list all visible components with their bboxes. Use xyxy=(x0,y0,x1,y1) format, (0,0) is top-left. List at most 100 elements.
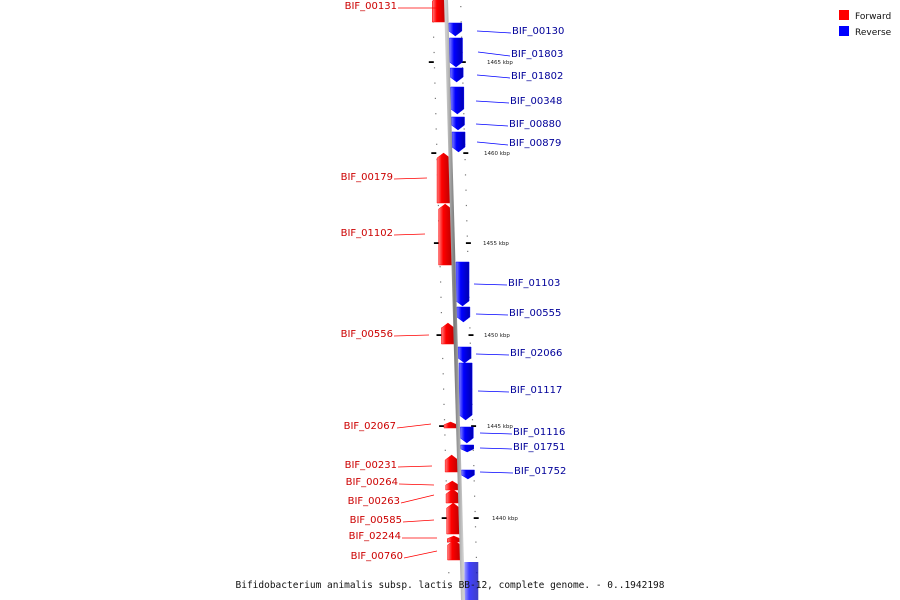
gene-label[interactable]: BIF_01116 xyxy=(513,427,565,438)
gene-bif-01752[interactable] xyxy=(461,469,475,480)
gene-label[interactable]: BIF_00556 xyxy=(341,329,393,340)
gene-bif-01751[interactable] xyxy=(460,444,474,453)
gene-bif-02244[interactable] xyxy=(447,535,461,543)
tick-dot-left xyxy=(444,449,446,451)
gene-label[interactable]: BIF_01103 xyxy=(508,278,560,289)
tick-dot-right xyxy=(461,36,463,38)
gene-label-leader xyxy=(476,141,509,146)
gene-bif-00585[interactable] xyxy=(446,502,460,535)
tick-dot-right xyxy=(475,541,477,543)
gene-bif-00231[interactable] xyxy=(444,454,459,473)
gene-bif-01103[interactable] xyxy=(455,261,470,307)
gene-label-leader xyxy=(476,74,511,79)
gene-label[interactable]: BIF_01752 xyxy=(514,466,566,477)
gene-bif-00760[interactable] xyxy=(447,539,461,561)
gene-label-leader xyxy=(477,390,510,393)
tick-dot-right xyxy=(469,342,471,344)
gene-label-leader xyxy=(393,177,428,180)
gene-label-leader xyxy=(403,550,438,559)
gene-label-leader xyxy=(475,100,510,104)
gene-label[interactable]: BIF_01751 xyxy=(513,442,565,453)
tick-dot-left xyxy=(434,97,436,99)
gene-bif-00880[interactable] xyxy=(451,116,465,131)
gene-label[interactable]: BIF_01102 xyxy=(341,228,393,239)
tick-dot-right xyxy=(466,220,468,222)
gene-label[interactable]: BIF_00130 xyxy=(512,26,564,37)
gene-label[interactable]: BIF_00879 xyxy=(509,138,561,149)
gene-bif-00130[interactable] xyxy=(448,22,463,37)
tick-dot-left xyxy=(433,51,435,54)
tick-dot-left xyxy=(440,296,442,298)
gene-bif-01803[interactable] xyxy=(449,37,463,68)
tick-dot-left xyxy=(448,572,450,574)
tick-mark-right xyxy=(471,425,477,427)
tick-dot-left xyxy=(435,113,437,115)
tick-dot-right xyxy=(462,82,464,84)
gene-label-leader xyxy=(473,283,508,286)
axis-tick-label: 1440 kbp xyxy=(492,516,518,522)
gene-label[interactable]: BIF_00348 xyxy=(510,96,562,107)
gene-label[interactable]: BIF_01117 xyxy=(510,385,562,396)
tick-dot-left xyxy=(444,434,446,436)
gene-bif-01102[interactable] xyxy=(438,203,452,266)
gene-label[interactable]: BIF_00179 xyxy=(341,172,393,183)
gene-label[interactable]: BIF_00263 xyxy=(348,496,400,507)
gene-label[interactable]: BIF_01803 xyxy=(511,49,563,60)
tick-dot-left xyxy=(442,357,444,360)
tick-dot-left xyxy=(433,36,435,38)
tick-dot-right xyxy=(463,113,465,115)
tick-mark-left xyxy=(428,61,434,63)
tick-dot-left xyxy=(443,419,446,421)
tick-dot-left xyxy=(443,388,445,390)
gene-bif-01802[interactable] xyxy=(449,67,464,83)
tick-dot-right xyxy=(464,174,467,176)
gene-label[interactable]: BIF_01802 xyxy=(511,71,563,82)
tick-dot-right xyxy=(463,128,465,130)
gene-bif-01116[interactable] xyxy=(460,426,474,444)
tick-dot-right xyxy=(473,480,475,482)
tick-mark-left xyxy=(439,425,445,427)
tick-dot-right xyxy=(460,6,462,8)
gene-bif-01117[interactable] xyxy=(458,362,473,421)
tick-mark-right xyxy=(465,242,471,244)
gene-label[interactable]: BIF_00231 xyxy=(345,460,397,471)
axis-tick-label: 1450 kbp xyxy=(484,333,510,339)
gene-bif-00179[interactable] xyxy=(436,152,451,204)
gene-label[interactable]: BIF_00555 xyxy=(509,308,561,319)
genome-caption: Bifidobacterium animalis subsp. lactis B… xyxy=(236,580,665,591)
gene-label[interactable]: BIF_00264 xyxy=(346,477,398,488)
gene-label-leader xyxy=(400,494,435,504)
gene-bif-00131[interactable] xyxy=(432,0,446,23)
tick-dot-left xyxy=(440,281,442,283)
legend: Forward Reverse xyxy=(839,10,892,38)
gene-label[interactable]: BIF_00585 xyxy=(350,515,402,526)
tick-mark-left xyxy=(436,334,442,336)
gene-label[interactable]: BIF_00880 xyxy=(509,119,561,130)
tick-dot-left xyxy=(436,143,438,145)
tick-dot-right xyxy=(471,419,474,421)
gene-label[interactable]: BIF_02066 xyxy=(510,348,562,359)
gene-label[interactable]: BIF_02067 xyxy=(344,421,396,432)
gene-label[interactable]: BIF_02244 xyxy=(349,531,401,542)
gene-label-leader xyxy=(479,432,513,435)
gene-bif-00263[interactable] xyxy=(445,488,460,504)
gene-label-leader xyxy=(393,233,426,236)
gene-bif-00348[interactable] xyxy=(450,86,465,115)
gene-label-leader xyxy=(477,51,511,57)
gene-labels-layer: BIF_00131 BIF_00130 BIF_01803 BIF_01802 BIF_… xyxy=(341,1,567,562)
gene-label-leader xyxy=(479,447,513,450)
gene-bif-02067[interactable] xyxy=(443,421,458,429)
gene-bif-02066[interactable] xyxy=(457,346,472,364)
gene-bif-00555[interactable] xyxy=(456,306,471,323)
gene-bif-00556[interactable] xyxy=(441,322,455,345)
gene-label[interactable]: BIF_00131 xyxy=(345,1,397,12)
axis-tick-label: 1445 kbp xyxy=(487,424,513,430)
tick-dot-left xyxy=(442,373,444,375)
gene-label-leader xyxy=(396,423,432,429)
gene-label[interactable]: BIF_00760 xyxy=(351,551,403,562)
gene-bif-00879[interactable] xyxy=(451,131,466,153)
legend-swatch-reverse xyxy=(839,26,849,36)
tick-dot-left xyxy=(435,128,437,130)
gene-bif-00264[interactable] xyxy=(445,480,460,491)
tick-mark-left xyxy=(431,152,437,154)
